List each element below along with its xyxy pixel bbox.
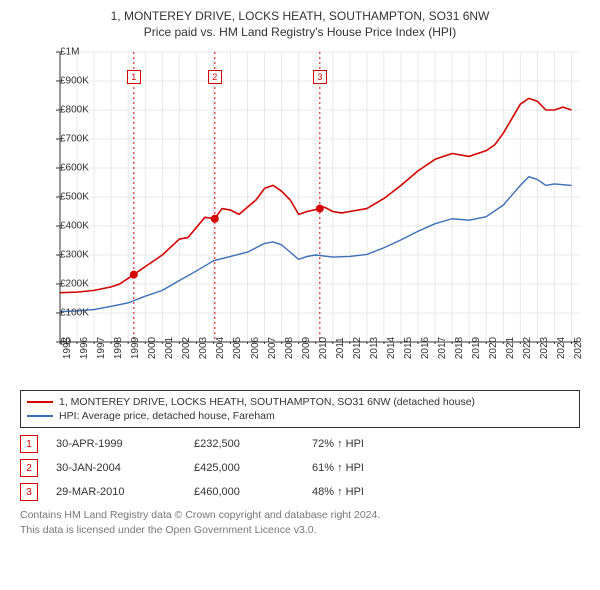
x-tick-label: 2013	[367, 337, 380, 359]
x-tick-label: 2021	[503, 337, 516, 359]
x-tick-label: 1996	[77, 337, 90, 359]
y-tick-label: £300K	[60, 250, 63, 261]
x-tick-label: 2006	[248, 337, 261, 359]
footnote-line-1: Contains HM Land Registry data © Crown c…	[20, 508, 580, 522]
x-tick-label: 1999	[128, 337, 141, 359]
x-tick-label: 2022	[520, 337, 533, 359]
x-tick-label: 2005	[230, 337, 243, 359]
x-tick-label: 2025	[571, 337, 584, 359]
sales-row: 1 30-APR-1999 £232,500 72% ↑ HPI	[20, 432, 580, 456]
sale-marker-dot	[211, 215, 219, 223]
sales-table: 1 30-APR-1999 £232,500 72% ↑ HPI 2 30-JAN-200…	[20, 432, 580, 504]
sales-row-marker: 1	[20, 435, 38, 453]
x-tick-label: 2018	[452, 337, 465, 359]
x-tick-label: 2024	[554, 337, 567, 359]
chart-svg	[20, 44, 580, 344]
sales-row-date: 29-MAR-2010	[56, 486, 176, 498]
legend-label-property: 1, MONTEREY DRIVE, LOCKS HEATH, SOUTHAMP…	[59, 396, 475, 408]
x-tick-label: 1998	[111, 337, 124, 359]
x-tick-label: 2004	[213, 337, 226, 359]
legend-label-hpi: HPI: Average price, detached house, Fare…	[59, 410, 275, 422]
sales-row-marker: 3	[20, 483, 38, 501]
legend-row-property: 1, MONTEREY DRIVE, LOCKS HEATH, SOUTHAMP…	[27, 395, 573, 409]
sales-row-price: £425,000	[194, 462, 294, 474]
y-tick-label: £400K	[60, 221, 63, 232]
legend-swatch-hpi	[27, 415, 53, 417]
x-tick-label: 2019	[469, 337, 482, 359]
x-tick-label: 2012	[350, 337, 363, 359]
sales-row: 3 29-MAR-2010 £460,000 48% ↑ HPI	[20, 480, 580, 504]
x-tick-label: 2009	[299, 337, 312, 359]
x-tick-label: 2000	[145, 337, 158, 359]
sales-row-delta: 72% ↑ HPI	[312, 438, 412, 450]
x-tick-label: 2011	[333, 338, 346, 360]
x-tick-label: 2010	[316, 337, 329, 359]
chart: £0£100K£200K£300K£400K£500K£600K£700K£80…	[20, 44, 580, 384]
sale-flag-box: 2	[208, 70, 222, 84]
sale-flag-box: 3	[313, 70, 327, 84]
sales-row-delta: 61% ↑ HPI	[312, 462, 412, 474]
chart-title: 1, MONTEREY DRIVE, LOCKS HEATH, SOUTHAMP…	[10, 8, 590, 40]
sales-row-price: £460,000	[194, 486, 294, 498]
sales-row-delta: 48% ↑ HPI	[312, 486, 412, 498]
footnote: Contains HM Land Registry data © Crown c…	[20, 508, 580, 536]
footnote-line-2: This data is licensed under the Open Gov…	[20, 523, 580, 537]
sales-row-date: 30-JAN-2004	[56, 462, 176, 474]
sales-row-date: 30-APR-1999	[56, 438, 176, 450]
title-line-1: 1, MONTEREY DRIVE, LOCKS HEATH, SOUTHAMP…	[10, 8, 590, 24]
y-tick-label: £600K	[60, 163, 63, 174]
x-tick-label: 1997	[94, 337, 107, 359]
x-tick-label: 1995	[60, 337, 73, 359]
sales-row-price: £232,500	[194, 438, 294, 450]
y-tick-label: £700K	[60, 134, 63, 145]
y-tick-label: £200K	[60, 279, 63, 290]
x-tick-label: 2002	[179, 337, 192, 359]
y-tick-label: £800K	[60, 105, 63, 116]
sale-flag-box: 1	[127, 70, 141, 84]
sales-row-marker: 2	[20, 459, 38, 477]
x-tick-label: 2001	[162, 337, 175, 359]
y-tick-label: £900K	[60, 76, 63, 87]
x-tick-label: 2003	[196, 337, 209, 359]
legend: 1, MONTEREY DRIVE, LOCKS HEATH, SOUTHAMP…	[20, 390, 580, 428]
legend-swatch-property	[27, 401, 53, 403]
x-tick-label: 2020	[486, 337, 499, 359]
y-tick-label: £500K	[60, 192, 63, 203]
x-tick-label: 2015	[401, 337, 414, 359]
x-tick-label: 2007	[265, 337, 278, 359]
sale-marker-dot	[130, 271, 138, 279]
x-tick-label: 2008	[282, 337, 295, 359]
x-tick-label: 2017	[435, 337, 448, 359]
title-line-2: Price paid vs. HM Land Registry's House …	[10, 24, 590, 40]
sale-marker-dot	[316, 205, 324, 213]
y-tick-label: £1M	[60, 47, 63, 58]
sales-row: 2 30-JAN-2004 £425,000 61% ↑ HPI	[20, 456, 580, 480]
legend-row-hpi: HPI: Average price, detached house, Fare…	[27, 409, 573, 423]
x-tick-label: 2023	[537, 337, 550, 359]
y-tick-label: £100K	[60, 308, 63, 319]
x-tick-label: 2014	[384, 337, 397, 359]
x-tick-label: 2016	[418, 337, 431, 359]
